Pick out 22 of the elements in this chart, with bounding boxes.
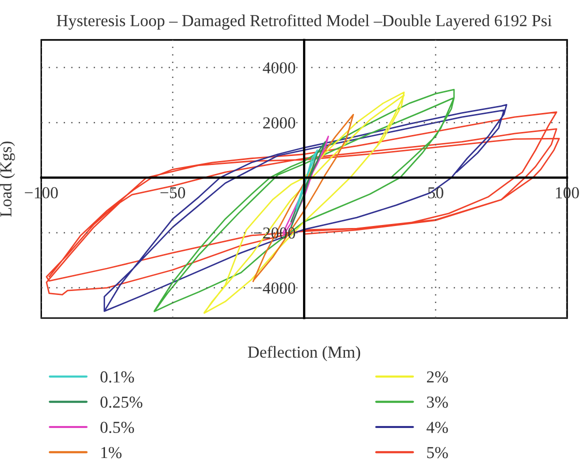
line-series xyxy=(290,141,326,228)
y-axis-title: Load (Kgs) xyxy=(0,142,15,217)
legend-label: 0.1% xyxy=(100,371,134,383)
line-series xyxy=(252,114,354,282)
line-series xyxy=(104,104,508,312)
legend-label: 3% xyxy=(427,396,448,408)
x-axis-title: Deflection (Mm) xyxy=(248,346,360,362)
legend-label: 4% xyxy=(426,422,448,434)
x-tick-label: 50 xyxy=(428,187,444,198)
line-series xyxy=(296,149,318,212)
legend-label: 1% xyxy=(101,446,122,458)
line-series xyxy=(154,88,455,312)
chart-title: Hysteresis Loop – Damaged Retrofitted Model –Double Layered 6192 Psi xyxy=(56,14,552,30)
y-tick-label: 2000 xyxy=(263,117,296,129)
legend-label: 0.5% xyxy=(100,422,134,434)
y-tick-label: 4000 xyxy=(262,62,296,74)
legend-label: 2% xyxy=(426,371,448,383)
line-series xyxy=(204,92,405,314)
legend-label: 5% xyxy=(427,446,448,458)
y-tick-label: −4000 xyxy=(254,282,296,294)
legend-label: 0.25% xyxy=(100,396,142,408)
x-tick-label: −50 xyxy=(160,187,186,198)
